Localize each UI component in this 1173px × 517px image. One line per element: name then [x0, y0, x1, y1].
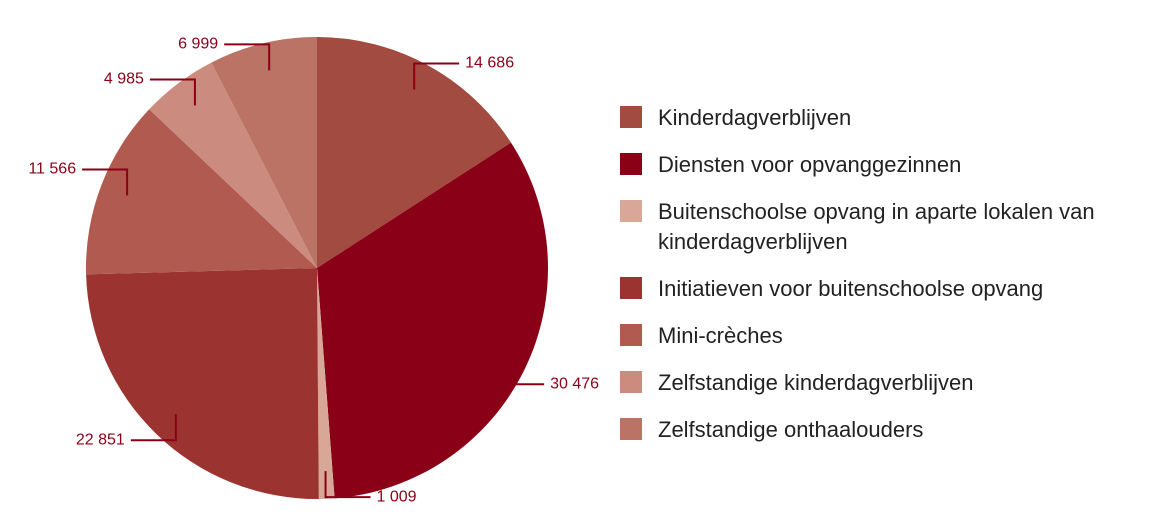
legend-item: Buitenschoolse opvang in aparte lokalen … [620, 197, 1170, 257]
data-label: 6 999 [178, 36, 218, 53]
leader-line [413, 62, 460, 90]
legend-item: Kinderdagverblijven [620, 103, 1170, 133]
pie-slice [317, 142, 548, 499]
legend-item: Mini-crèches [620, 321, 1170, 351]
data-label: 11 566 [28, 161, 76, 178]
data-label: 4 985 [104, 71, 144, 88]
legend-label: Zelfstandige kinderdagverblijven [658, 370, 974, 395]
legend-item: Zelfstandige kinderdagverblijven [620, 368, 1170, 398]
leader-line [224, 43, 271, 71]
pie-slice [86, 109, 317, 275]
legend-swatch [620, 200, 642, 222]
legend-item: Zelfstandige onthaalouders [620, 415, 1170, 445]
leader-line [498, 358, 545, 386]
pie-slice [149, 62, 317, 268]
data-label: 30 476 [550, 376, 599, 393]
legend-swatch [620, 106, 642, 128]
legend-item: Diensten voor opvanggezinnen [620, 150, 1170, 180]
legend-swatch [620, 418, 642, 440]
legend-label: Kinderdagverblijven [658, 105, 852, 130]
leader-line [324, 471, 371, 499]
legend: Kinderdagverblijven Diensten voor opvangg… [620, 103, 1170, 462]
legend-label: Zelfstandige onthaalouders [658, 417, 924, 442]
pie-slice [317, 268, 335, 499]
data-label: 14 686 [465, 55, 514, 72]
data-label: 1 009 [377, 488, 417, 505]
legend-swatch [620, 371, 642, 393]
leader-line [130, 414, 177, 442]
pie-slice [317, 37, 511, 268]
chart: 14 686 30 476 1 009 22 851 11 566 4 985 6 999 [28, 36, 599, 506]
legend-swatch [620, 277, 642, 299]
legend-label: Mini-crèches [658, 323, 783, 348]
legend-item: Initiatieven voor buitenschoolse opvang [620, 274, 1170, 304]
pie-slice [86, 268, 319, 499]
legend-label: Initiatieven voor buitenschoolse opvang [658, 276, 1044, 301]
legend-label: Diensten voor opvanggezinnen [658, 152, 962, 177]
legend-swatch [620, 153, 642, 175]
leader-line [149, 78, 196, 106]
legend-swatch [620, 324, 642, 346]
data-label: 22 851 [76, 431, 125, 448]
pie-slice [211, 37, 317, 268]
leader-line [82, 168, 129, 196]
legend-label: Buitenschoolse opvang in aparte lokalen … [658, 199, 1095, 254]
